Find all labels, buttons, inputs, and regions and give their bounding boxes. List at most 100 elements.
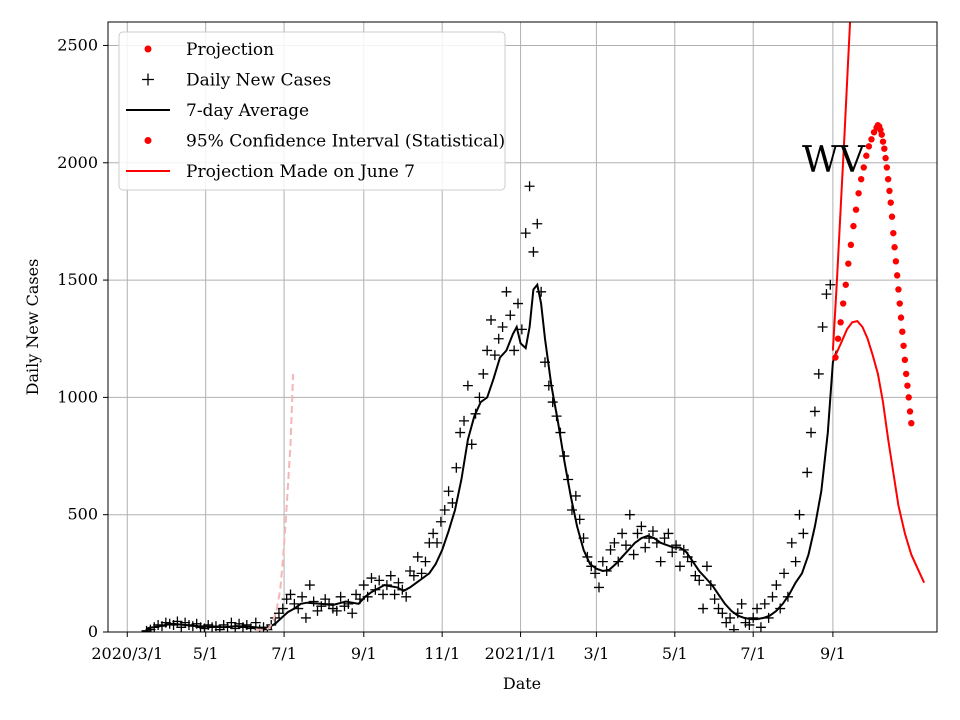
- daily-case-marker: [806, 427, 817, 438]
- legend-label: Projection: [186, 40, 274, 60]
- daily-case-marker: [331, 605, 342, 616]
- plot-area: [141, 22, 926, 632]
- y-tick-label: 2000: [57, 153, 98, 172]
- daily-case-marker: [748, 612, 759, 623]
- daily-case-marker: [709, 594, 720, 605]
- legend-red-dot-swatch: [144, 137, 152, 144]
- legend: Projection Daily New Cases 7-day Average 95…: [118, 31, 506, 191]
- daily-case-marker: [590, 568, 601, 579]
- daily-case-marker: [428, 528, 439, 539]
- daily-case-marker: [667, 547, 678, 558]
- daily-case-marker: [802, 467, 813, 478]
- 7-day-average-line: [146, 282, 838, 630]
- daily-case-marker: [771, 580, 782, 591]
- daily-case-marker: [489, 350, 500, 361]
- daily-case-marker: [825, 279, 836, 290]
- daily-case-marker: [385, 570, 396, 581]
- daily-case-marker: [509, 345, 520, 356]
- projection-dot: [857, 175, 865, 183]
- y-tick-label: 0: [88, 622, 98, 641]
- daily-case-marker: [752, 603, 763, 614]
- projection-dot: [883, 164, 891, 171]
- daily-case-marker: [285, 589, 296, 600]
- daily-case-marker: [439, 505, 450, 515]
- daily-case-marker: [759, 598, 770, 609]
- daily-case-marker: [701, 561, 712, 572]
- projection-dot: [855, 190, 862, 197]
- x-tick-label: 2020/3/1: [91, 644, 163, 663]
- projection-dot: [897, 314, 905, 321]
- projection-dot: [860, 164, 867, 171]
- projection-dot: [878, 131, 885, 138]
- daily-case-marker: [316, 601, 327, 612]
- projection-dot: [870, 129, 878, 136]
- daily-case-marker: [655, 556, 666, 567]
- daily-case-marker: [620, 540, 631, 551]
- projection-dot: [906, 408, 914, 415]
- daily-case-marker: [736, 598, 747, 609]
- daily-case-marker: [798, 528, 809, 539]
- x-tick-label: 9/1: [351, 644, 377, 663]
- projection-dot: [890, 229, 897, 237]
- projection-dot: [886, 187, 893, 195]
- daily-case-marker: [308, 596, 319, 607]
- x-tick-label: 11/1: [424, 644, 460, 663]
- daily-case-marker: [640, 542, 651, 553]
- x-tick-label: 2021/1/1: [485, 644, 557, 663]
- daily-case-marker: [524, 181, 535, 192]
- daily-case-marker: [817, 322, 828, 332]
- daily-case-marker: [628, 549, 639, 560]
- daily-case-marker: [297, 591, 308, 602]
- daily-case-marker: [593, 582, 604, 593]
- upper-projection-steep-line: [831, 22, 852, 351]
- projection-dot: [845, 260, 852, 267]
- daily-case-marker: [451, 462, 462, 473]
- daily-case-marker: [532, 218, 543, 229]
- legend-red-dot-swatch: [144, 45, 152, 53]
- daily-case-marker: [570, 490, 581, 501]
- projection-dot: [879, 138, 887, 145]
- daily-case-marker: [432, 537, 443, 548]
- projection-made-on-june-7-line: [832, 319, 926, 584]
- projection-dot: [893, 272, 901, 279]
- projection-dot: [834, 335, 842, 342]
- legend-label: Daily New Cases: [186, 71, 331, 91]
- daily-case-marker: [790, 556, 801, 567]
- daily-case-marker: [343, 598, 354, 609]
- daily-case-marker: [547, 397, 558, 408]
- y-tick-label: 2500: [57, 35, 98, 54]
- daily-case-marker: [779, 568, 790, 579]
- daily-case-marker: [493, 333, 504, 344]
- daily-case-marker: [366, 573, 377, 584]
- daily-case-marker: [478, 368, 489, 379]
- daily-case-marker: [443, 486, 454, 497]
- daily-case-marker: [624, 509, 635, 520]
- projection-dot: [850, 222, 857, 230]
- y-axis: 0 500 1000 1500 2000 2500: [57, 35, 108, 641]
- daily-case-marker: [462, 380, 473, 391]
- projection-dot: [895, 286, 902, 293]
- projection-dot: [902, 370, 910, 378]
- projection-dot: [865, 143, 873, 150]
- daily-case-marker: [605, 544, 616, 555]
- projection-dot: [882, 154, 889, 162]
- projection-dot: [891, 244, 898, 251]
- daily-case-marker: [455, 427, 466, 438]
- daily-case-marker: [347, 608, 358, 619]
- daily-case-marker: [597, 556, 608, 567]
- daily-case-marker: [513, 298, 524, 309]
- daily-case-marker: [474, 392, 485, 403]
- daily-case-marker: [674, 561, 685, 572]
- projection-dot: [904, 382, 911, 389]
- daily-case-marker: [277, 603, 288, 614]
- daily-case-marker: [663, 528, 674, 539]
- y-tick-label: 1000: [57, 387, 98, 406]
- daily-case-marker: [728, 624, 739, 632]
- daily-case-marker: [520, 228, 531, 239]
- legend-label: Projection Made on June 7: [186, 162, 415, 182]
- x-tick-label: 7/1: [740, 644, 766, 663]
- x-tick-label: 5/1: [193, 644, 219, 663]
- daily-case-marker: [466, 439, 477, 450]
- daily-case-marker: [401, 591, 412, 602]
